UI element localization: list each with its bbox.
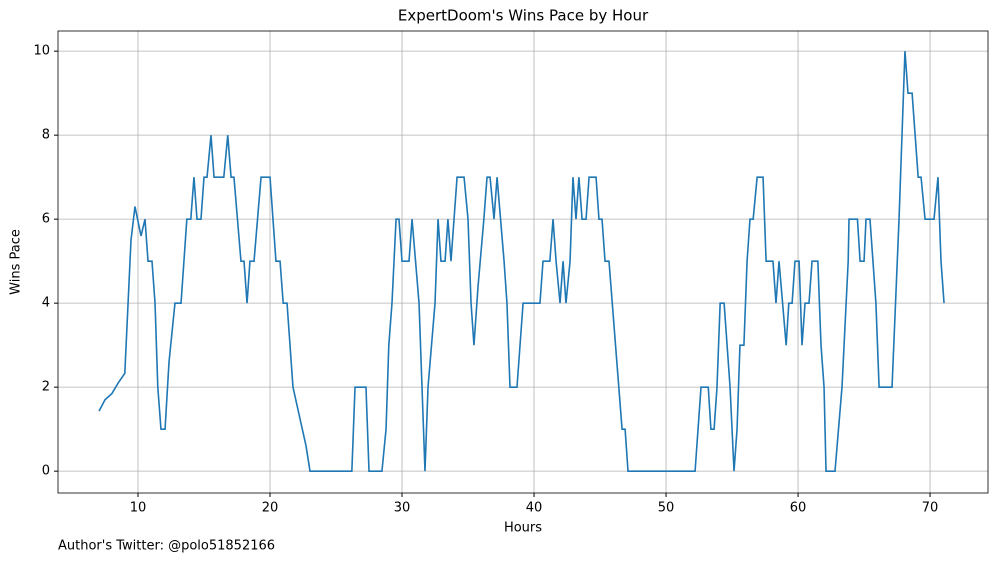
chart-title: ExpertDoom's Wins Pace by Hour <box>398 7 649 25</box>
x-tick-label: 30 <box>394 501 411 516</box>
x-tick-label: 40 <box>526 501 543 516</box>
x-tick-label: 70 <box>922 501 939 516</box>
x-tick-label: 20 <box>262 501 279 516</box>
y-tick-label: 2 <box>42 380 50 395</box>
data-line <box>98 51 945 472</box>
y-tick-label: 0 <box>42 464 50 479</box>
x-tick-label: 60 <box>790 501 807 516</box>
x-tick-label: 10 <box>130 501 147 516</box>
x-tick-label: 50 <box>658 501 675 516</box>
y-tick-label: 6 <box>42 212 50 227</box>
y-axis-label: Wins Pace <box>9 229 24 295</box>
y-tick-label: 4 <box>42 296 50 311</box>
x-axis-label: Hours <box>504 521 542 536</box>
plot-frame <box>57 30 989 494</box>
footnote: Author's Twitter: @polo51852166 <box>58 539 275 554</box>
y-tick-label: 10 <box>33 44 50 59</box>
y-tick-label: 8 <box>42 128 50 143</box>
